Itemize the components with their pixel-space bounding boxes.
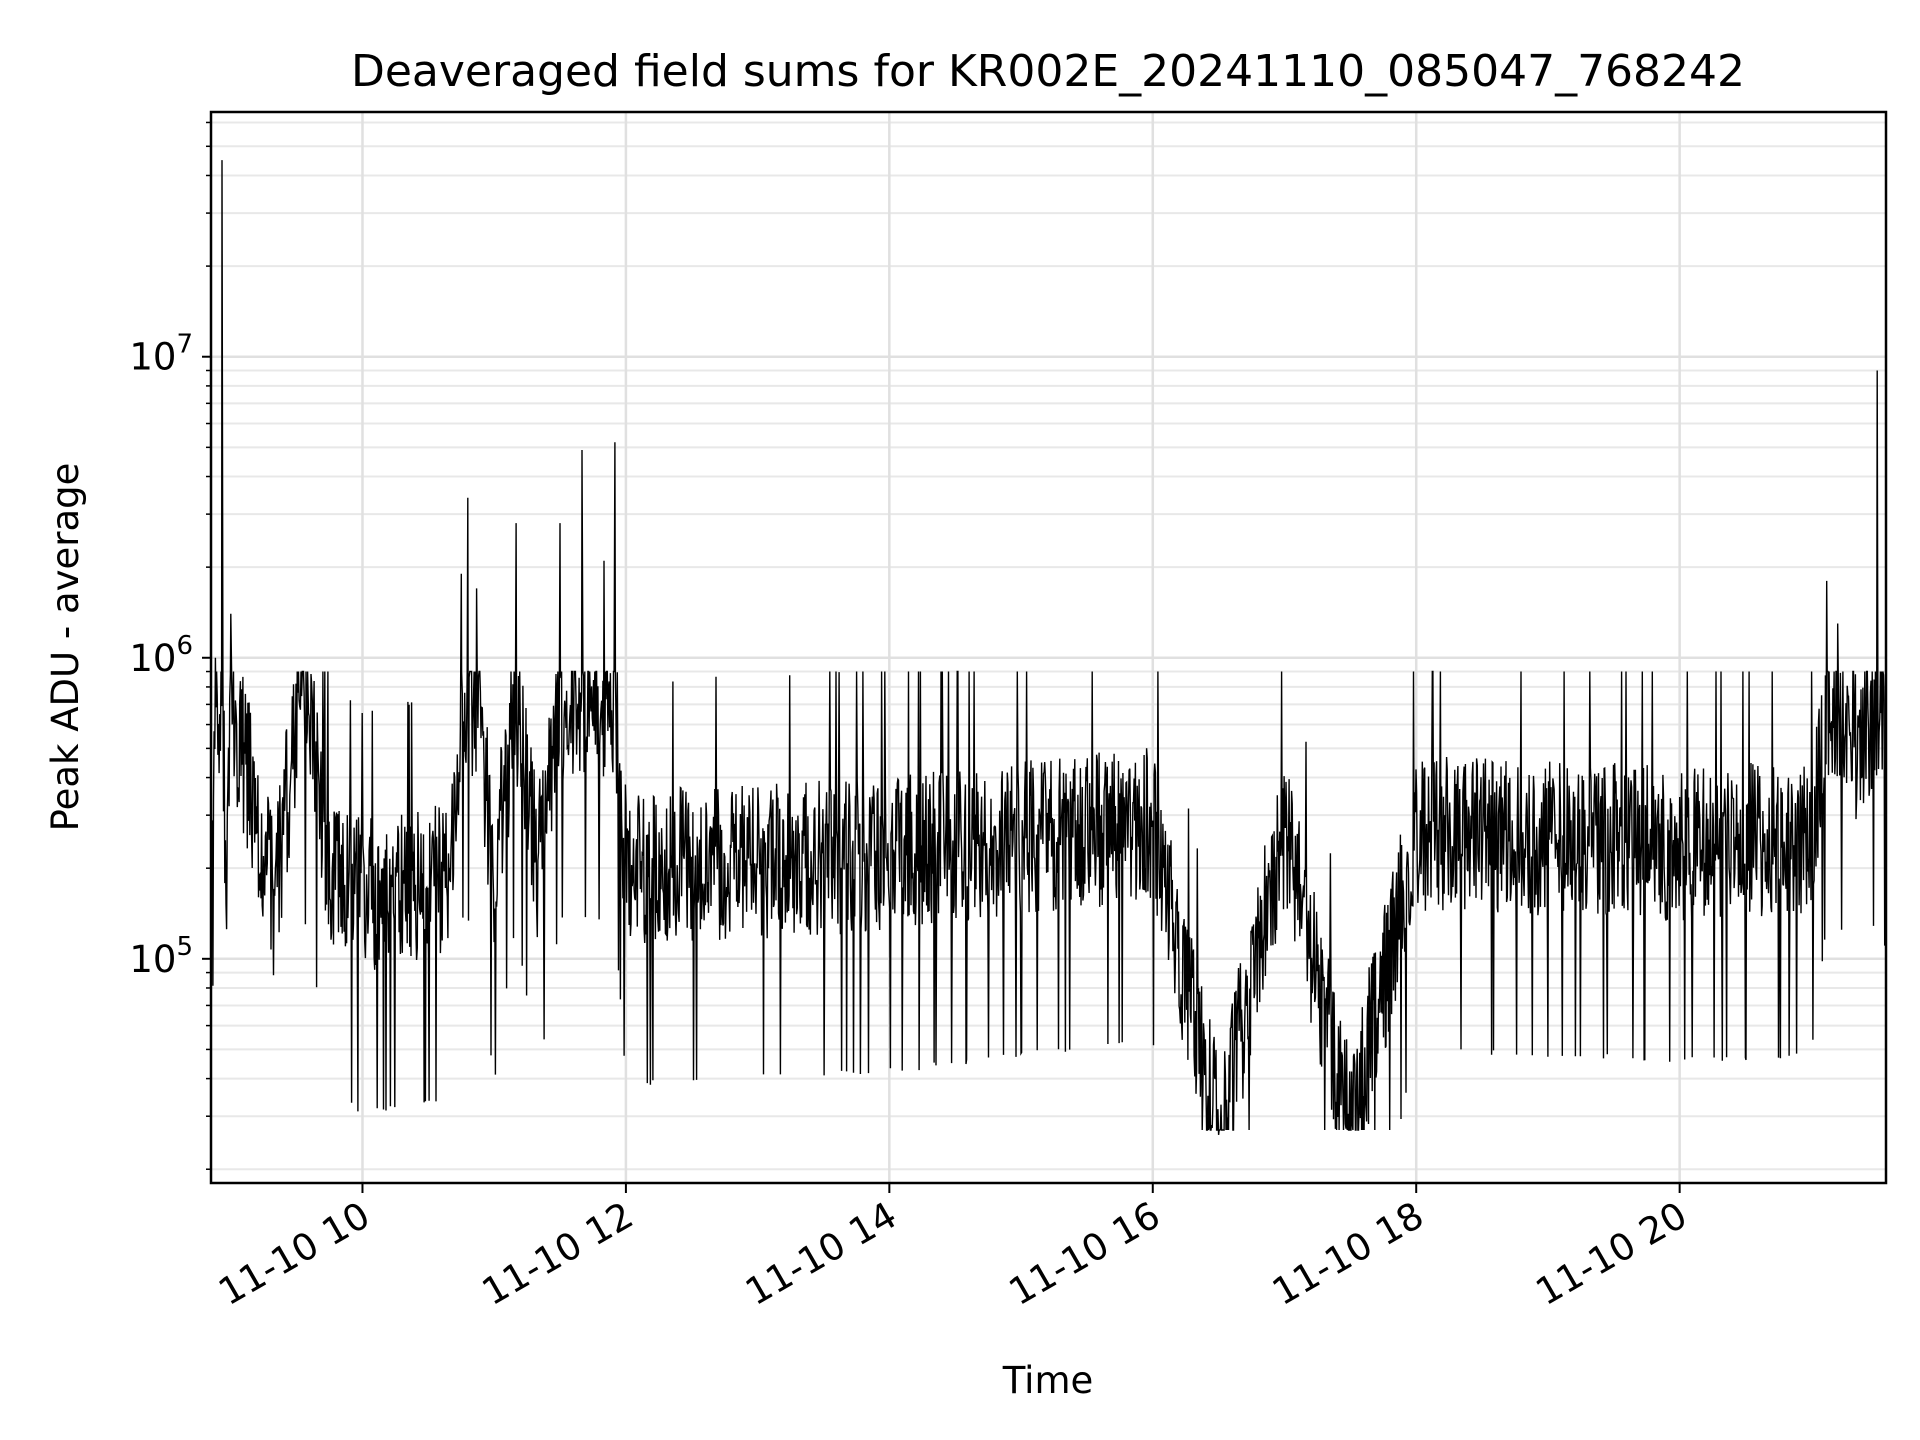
chart-title: Deaveraged field sums for KR002E_2024111… [351, 46, 1745, 97]
x-axis-label: Time [1002, 1359, 1094, 1402]
series-layer [210, 160, 1887, 1135]
y-tick-label: 106 [129, 631, 193, 680]
y-tick-label: 107 [129, 330, 193, 379]
series-line [210, 160, 1887, 1135]
y-axis-label: Peak ADU - average [44, 463, 87, 832]
plot-frame [209, 110, 1888, 1185]
y-tick-label: 105 [129, 932, 193, 981]
